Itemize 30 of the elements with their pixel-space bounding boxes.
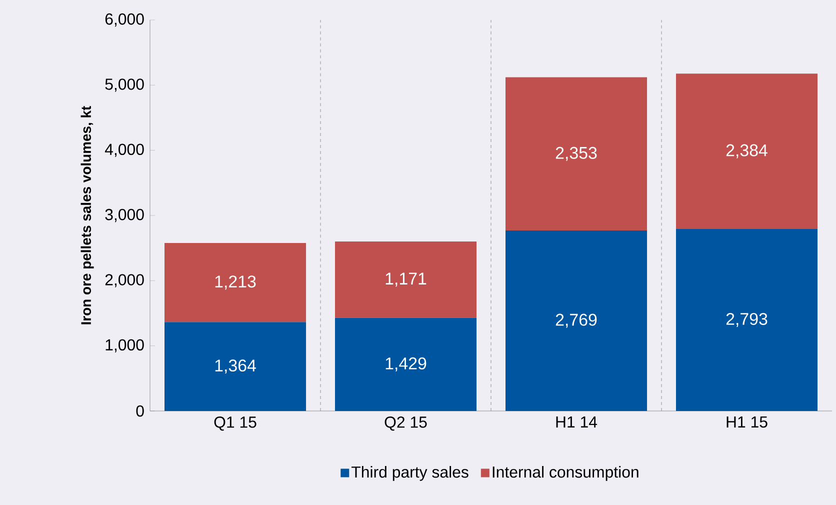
x-tick-label: Q1 15 (214, 416, 256, 431)
legend-label: Internal consumption (492, 466, 638, 481)
data-label: 2,793 (726, 312, 768, 327)
y-tick-label: 3,000 (105, 208, 144, 222)
bar (506, 230, 648, 411)
y-axis-title: Iron ore pellets sales volumes, kt (80, 106, 94, 324)
bar (676, 228, 818, 411)
x-tick-label: H1 14 (556, 416, 598, 428)
bar (506, 77, 648, 231)
data-label: 2,384 (726, 144, 768, 158)
bar (335, 318, 477, 411)
data-label: 1,429 (386, 357, 426, 372)
x-tick-label: Q2 15 (384, 416, 427, 431)
y-tick-label: 5,000 (105, 78, 144, 92)
data-label: 1,364 (215, 360, 256, 374)
bar (164, 322, 306, 411)
y-tick-label: 6,000 (105, 13, 144, 27)
data-label: 2,769 (556, 314, 597, 328)
y-tick-label: 4,000 (104, 144, 144, 157)
data-label: 1,213 (215, 276, 256, 290)
y-tick-label: 2,000 (105, 274, 144, 288)
y-tick-label: 1,000 (106, 339, 144, 352)
bar (676, 74, 818, 229)
legend-label: Third party sales (351, 466, 468, 481)
bar (335, 242, 477, 318)
x-tick-label: H1 15 (726, 416, 768, 428)
bar (164, 243, 306, 322)
y-tick-label: 0 (136, 405, 144, 417)
data-label: 2,353 (556, 146, 597, 161)
data-label: 1,171 (386, 272, 426, 287)
